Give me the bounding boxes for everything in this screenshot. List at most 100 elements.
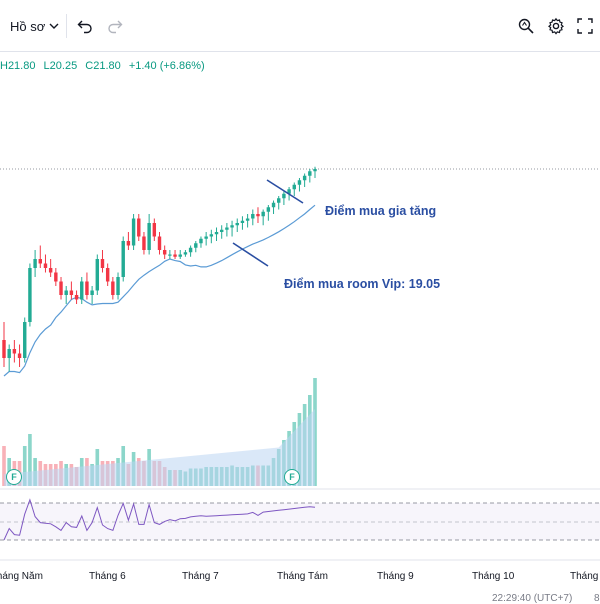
candle-body — [147, 223, 151, 250]
profile-button[interactable]: Hồ sơ — [10, 0, 45, 52]
candle-body — [121, 241, 125, 277]
candle-body — [80, 281, 84, 300]
volume-bar — [2, 446, 6, 486]
candle-body — [271, 202, 276, 208]
candle-body — [173, 254, 177, 257]
candle-body — [168, 254, 172, 256]
ohlc-low: L20.25 — [43, 60, 78, 72]
moving-average-line — [3, 204, 316, 377]
clock-readout: 22:29:40 (UTC+7) — [492, 593, 573, 604]
candle-body — [157, 236, 162, 250]
candle-body — [64, 290, 68, 295]
annotation-buy-vip: Điểm mua room Vip: 19.05 — [284, 277, 441, 291]
candle-body — [245, 218, 250, 221]
candle-body — [261, 211, 265, 217]
candle-body — [142, 236, 146, 250]
candle-body — [43, 263, 48, 268]
candle-body — [90, 290, 94, 295]
status-extra: 8 — [594, 593, 600, 604]
undo-icon — [77, 20, 92, 34]
candle-body — [7, 349, 11, 358]
earnings-badge[interactable]: F — [284, 469, 300, 485]
candle-body — [302, 175, 307, 181]
ohlc-close: C21.80 — [85, 60, 121, 72]
ohlc-change: +1.40 (+6.86%) — [128, 60, 205, 72]
candle-body — [219, 229, 224, 232]
x-axis-label: Tháng 7 — [182, 571, 219, 582]
redo-button[interactable] — [106, 0, 124, 52]
arrow-buy-add — [266, 179, 304, 204]
x-axis-label: Tháng — [570, 571, 599, 582]
candle-body — [183, 252, 188, 255]
candle-body — [137, 218, 141, 237]
x-axis-label: tháng Năm — [0, 571, 43, 582]
volume-bar — [28, 434, 32, 486]
candle-body — [204, 236, 208, 239]
candle-body — [178, 254, 182, 257]
candle-body — [266, 207, 271, 212]
candle-body — [188, 247, 193, 253]
candle-body — [131, 218, 136, 246]
candle-body — [105, 268, 110, 282]
candle-body — [225, 227, 229, 230]
candle-body — [282, 193, 286, 199]
candle-body — [33, 259, 37, 268]
ohlc-legend: H21.80 L20.25 C21.80 +1.40 (+6.86%) — [0, 60, 210, 72]
candle-body — [85, 281, 89, 295]
x-axis-label: Tháng 10 — [472, 571, 515, 582]
candle-body — [214, 232, 219, 235]
candle-body — [116, 277, 120, 295]
x-axis-label: Tháng 6 — [89, 571, 126, 582]
oscillator-band — [0, 503, 600, 540]
candle-body — [126, 241, 131, 246]
redo-icon — [108, 20, 123, 34]
volume-ma-area — [4, 409, 315, 486]
candle-body — [100, 259, 105, 268]
annotation-buy-add: Điểm mua gia tăng — [325, 204, 437, 218]
candle-body — [59, 281, 63, 295]
undo-button[interactable] — [76, 0, 94, 52]
quick-search-icon — [518, 18, 534, 34]
arrow-buy-vip — [232, 242, 269, 267]
volume-bar — [22, 446, 27, 486]
candle-body — [313, 169, 317, 172]
candle-body — [292, 184, 296, 190]
candle-body — [277, 198, 281, 203]
candle-body — [48, 268, 53, 273]
candle-body — [69, 290, 74, 295]
candle-body — [95, 259, 100, 291]
earnings-badge[interactable]: F — [6, 469, 22, 485]
candle-body — [235, 223, 239, 226]
settings-button[interactable] — [547, 0, 565, 52]
candle-body — [209, 234, 214, 237]
chevron-down-icon — [49, 23, 59, 29]
toolbar-separator — [66, 14, 67, 38]
x-axis-label: Tháng Tám — [277, 571, 328, 582]
candle-body — [152, 223, 157, 237]
candle-body — [38, 259, 42, 264]
fullscreen-icon — [577, 18, 593, 34]
x-axis-label: Tháng 9 — [377, 571, 414, 582]
candle-body — [162, 250, 167, 255]
candle-body — [287, 189, 291, 194]
candle-body — [256, 214, 260, 217]
candle-body — [297, 180, 302, 185]
candle-body — [111, 281, 115, 295]
candle-body — [12, 349, 17, 354]
candle-body — [17, 353, 22, 358]
fullscreen-button[interactable] — [577, 0, 593, 52]
quick-search-button[interactable] — [517, 0, 535, 52]
candle-body — [240, 220, 245, 223]
settings-icon — [548, 17, 564, 35]
candle-body — [199, 238, 203, 244]
candle-body — [251, 214, 255, 219]
candle-body — [230, 225, 234, 228]
candle-body — [308, 171, 312, 176]
candle-body — [194, 243, 198, 248]
profile-dropdown[interactable] — [48, 0, 60, 52]
oscillator-line — [3, 498, 316, 541]
candle-body — [54, 272, 58, 282]
candle-body — [23, 322, 27, 358]
top-toolbar: Hồ sơ — [0, 0, 600, 52]
